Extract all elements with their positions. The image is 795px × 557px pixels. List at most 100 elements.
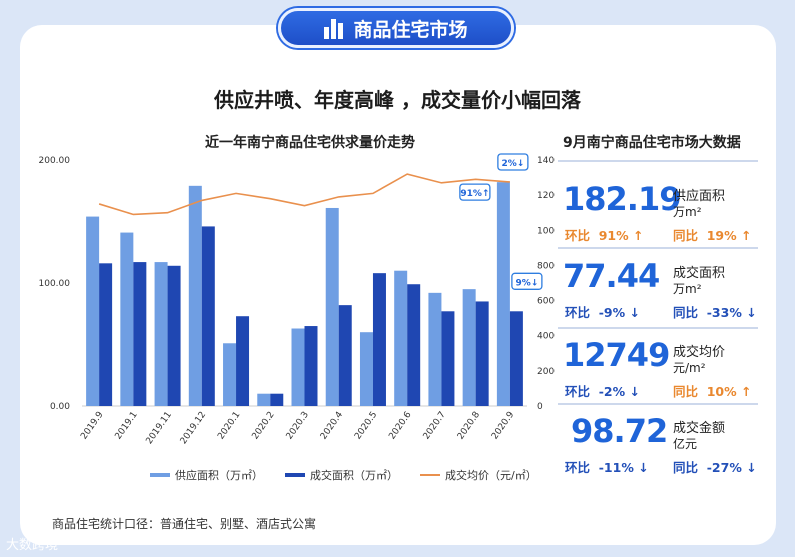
- bar-deal: [99, 263, 113, 406]
- stat-yoy: 同比 -33% ↓: [673, 305, 757, 320]
- y-left-tick-label: 100.00: [39, 279, 71, 289]
- arrow-down-icon: ↓: [629, 384, 640, 399]
- stat-yoy: 同比 19% ↑: [673, 228, 752, 243]
- stat-avg-price: 12749 成交均价 元/m² 环比 -2% ↓ 同比 10% ↑: [563, 336, 768, 408]
- bar-supply: [223, 343, 237, 406]
- stat-deal-area: 77.44 成交面积 万m² 环比 -9% ↓ 同比 -33% ↓: [563, 257, 768, 329]
- x-tick-label: 2020.2: [250, 410, 276, 442]
- bar-supply: [188, 185, 202, 406]
- stat-unit: 亿元: [673, 437, 698, 451]
- arrow-up-icon: ↑: [741, 384, 752, 399]
- section-banner: 商品住宅市场: [278, 8, 514, 48]
- divider: [558, 327, 758, 329]
- bar-deal: [441, 311, 455, 406]
- bar-deal: [133, 262, 147, 406]
- x-tick-label: 2020.9: [490, 410, 516, 442]
- arrow-down-icon: ↓: [746, 305, 757, 320]
- bar-deal: [270, 393, 284, 406]
- x-tick-label: 2020.7: [422, 410, 448, 442]
- bar-deal: [407, 284, 421, 406]
- price-line: [98, 173, 510, 216]
- arrow-up-icon: ↑: [741, 228, 752, 243]
- stat-supply: 182.19 供应面积 万m² 环比 91% ↑ 同比 19% ↑: [563, 180, 768, 252]
- bar-supply: [325, 207, 339, 406]
- headline: 供应井喷、年度高峰 ，成交量价小幅回落: [214, 88, 581, 112]
- y-right-tick-label: 8000: [537, 261, 555, 271]
- stat-value: 12749: [563, 336, 670, 374]
- bar-deal: [167, 265, 181, 406]
- stat-value: 98.72: [571, 412, 668, 450]
- stat-value: 77.44: [563, 257, 660, 295]
- legend-swatch-deal: [285, 473, 305, 477]
- bar-deal: [475, 301, 489, 406]
- arrow-down-icon: ↓: [629, 305, 640, 320]
- chart-title: 近一年南宁商品住宅供求量价走势: [205, 135, 415, 151]
- bar-deal: [338, 305, 352, 406]
- stat-mom: 环比 91% ↑: [565, 228, 644, 243]
- y-right-tick-label: 12000: [537, 191, 555, 201]
- legend-swatch-price: [420, 474, 440, 476]
- stat-label: 成交金额: [673, 421, 726, 436]
- bar-supply: [154, 262, 168, 406]
- stat-label: 成交面积: [673, 266, 726, 281]
- x-tick-label: 2019.9: [79, 410, 105, 442]
- legend-deal: 成交面积（万㎡）: [285, 467, 398, 483]
- annotation-label: 2%↓: [501, 159, 524, 169]
- y-right-tick-label: 2000: [537, 367, 555, 377]
- stat-mom: 环比 -9% ↓: [565, 305, 640, 320]
- bar-deal: [201, 226, 215, 406]
- stat-unit: 万m²: [673, 282, 702, 296]
- arrow-down-icon: ↓: [746, 460, 757, 475]
- legend-label-deal: 成交面积（万㎡）: [310, 469, 398, 482]
- bar-deal: [509, 311, 523, 406]
- legend-price: 成交均价（元/㎡）: [420, 467, 537, 483]
- bar-supply: [496, 182, 510, 406]
- buildings-icon: [324, 17, 344, 39]
- y-right-tick-label: 4000: [537, 332, 555, 342]
- x-tick-label: 2020.6: [387, 410, 413, 442]
- legend-swatch-supply: [150, 473, 170, 477]
- bar-supply: [394, 270, 408, 406]
- bar-supply: [428, 292, 442, 406]
- bar-supply: [257, 393, 271, 406]
- panel-title: 9月南宁商品住宅市场大数据: [563, 135, 741, 151]
- annotation-label: 91%↑: [460, 189, 489, 199]
- divider: [558, 403, 758, 405]
- bar-supply: [359, 332, 373, 406]
- stat-mom: 环比 -11% ↓: [565, 460, 649, 475]
- bar-supply: [291, 328, 305, 406]
- bar-supply: [462, 289, 476, 406]
- y-left-tick-label: 200.00: [39, 156, 71, 166]
- x-tick-label: 2019.1: [114, 410, 140, 442]
- banner-title: 商品住宅市场: [353, 18, 468, 41]
- legend-label-supply: 供应面积（万㎡）: [175, 469, 263, 482]
- bar-deal: [236, 316, 250, 406]
- stat-label: 成交均价: [673, 345, 726, 360]
- supply-demand-chart: 0.00 100.00 200.00 0 2000 4000 6000 8000 10000 12…: [39, 153, 555, 446]
- bar-supply: [86, 216, 100, 406]
- annotation-box: [459, 183, 491, 201]
- arrow-up-icon: ↑: [633, 228, 644, 243]
- bar-deal: [304, 326, 318, 406]
- x-tick-label: 2020.8: [456, 410, 482, 442]
- x-tick-label: 2019.12: [179, 410, 209, 446]
- footnote: 商品住宅统计口径：普通住宅、别墅、酒店式公寓: [52, 517, 317, 531]
- stat-mom: 环比 -2% ↓: [565, 384, 640, 399]
- y-right-tick-label: 14000: [537, 156, 555, 166]
- stat-deal-amount: 98.72 成交金额 亿元 环比 -11% ↓ 同比 -27% ↓: [563, 412, 768, 484]
- bar-deal: [372, 273, 386, 406]
- annotation-box: [497, 153, 529, 171]
- y-left-tick-label: 0.00: [50, 402, 70, 412]
- y-right-tick-label: 10000: [537, 226, 555, 236]
- stat-yoy: 同比 -27% ↓: [673, 460, 757, 475]
- stat-value: 182.19: [563, 180, 681, 218]
- x-tick-label: 2020.4: [319, 410, 345, 442]
- brand-watermark: 大数跨境: [6, 538, 59, 553]
- arrow-down-icon: ↓: [638, 460, 649, 475]
- x-tick-label: 2020.1: [216, 410, 242, 442]
- bar-supply: [120, 232, 134, 406]
- stat-unit: 元/m²: [673, 361, 706, 375]
- y-right-tick-label: 0: [537, 402, 543, 412]
- annotation-box: [511, 272, 543, 290]
- legend-label-price: 成交均价（元/㎡）: [445, 469, 537, 482]
